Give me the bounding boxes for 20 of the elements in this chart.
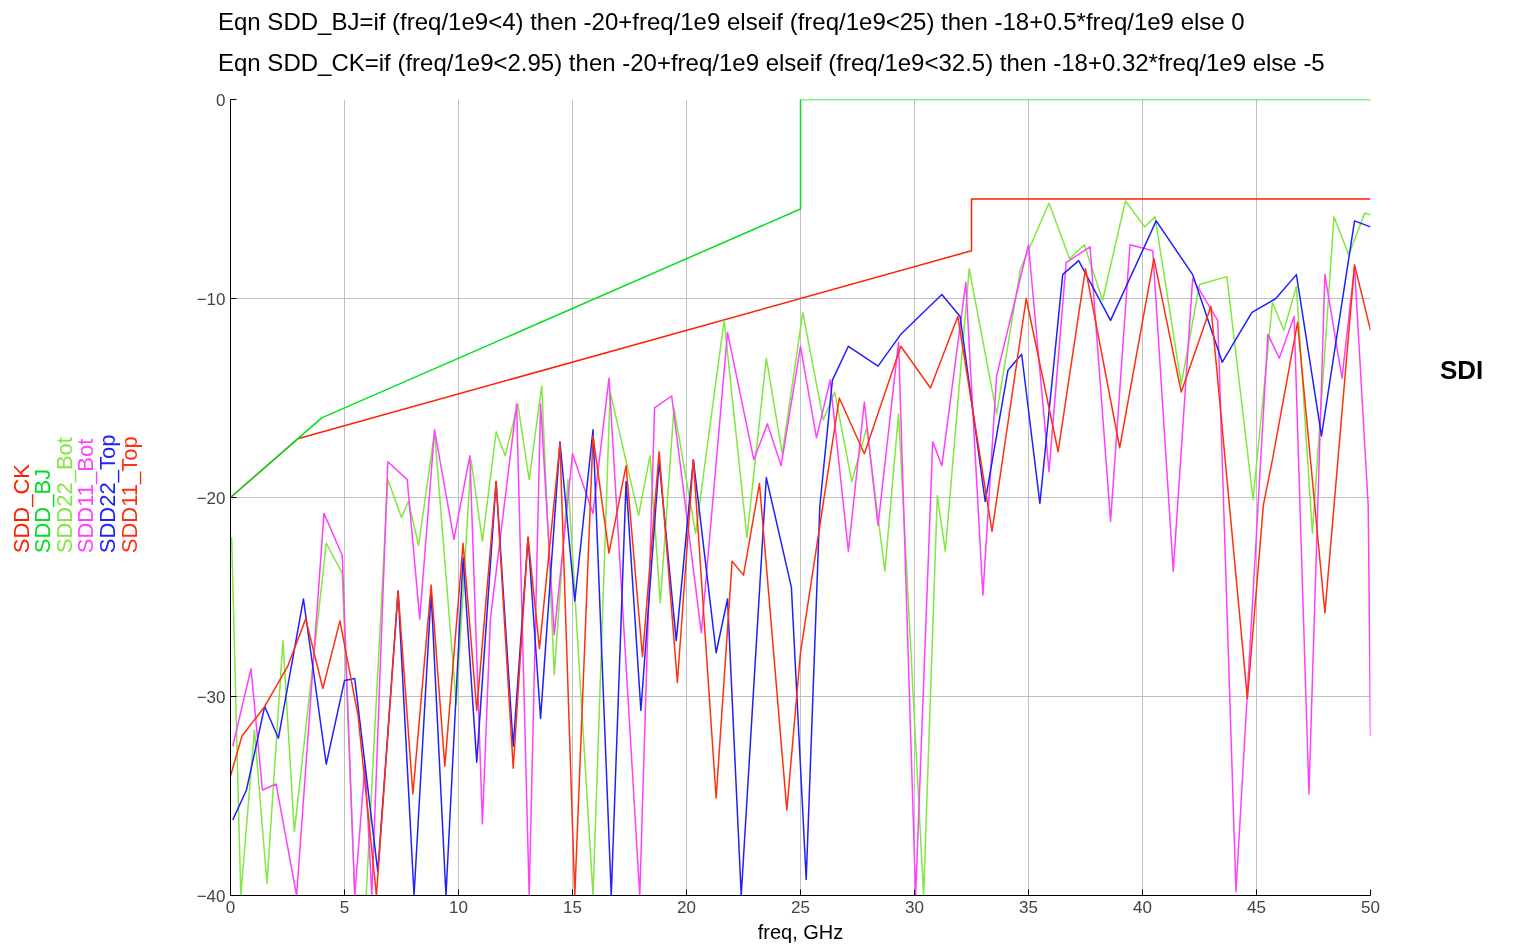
x-tick-label: 5 [339, 897, 350, 917]
x-axis-title: freq, GHz [757, 920, 844, 943]
y-tick-label: −20 [196, 488, 226, 508]
text: SDD11_Bot [73, 438, 99, 554]
x-tick-label: 15 [563, 897, 582, 917]
y-tick-label: −10 [196, 289, 226, 309]
text: Eqn SDD_BJ=if (freq/1e9<4) then -20+freq/1e9 elseif (freq/1e9<25) then -18+0.5*freq/1e9 else 0 [218, 8, 1245, 36]
x-tick-label: 45 [1247, 897, 1266, 917]
x-tick-label: 35 [1019, 897, 1038, 917]
text: Eqn SDD_CK=if (freq/1e9<2.95) then -20+freq/1e9 elseif (freq/1e9<32.5) then -18+0.32*freq/1e9 else -5 [218, 49, 1325, 77]
x-tick-label: 30 [905, 897, 924, 917]
y-tick-label: −40 [196, 886, 226, 906]
x-tick-label: 10 [449, 897, 468, 917]
x-tick-label: 25 [791, 897, 810, 917]
y-tick-label: −30 [196, 687, 226, 707]
x-tick-label: 50 [1361, 897, 1380, 917]
x-tick-label: 20 [677, 897, 696, 917]
text: SDI [1440, 355, 1484, 386]
x-tick-label: 40 [1133, 897, 1152, 917]
y-tick-label: 0 [216, 90, 226, 110]
